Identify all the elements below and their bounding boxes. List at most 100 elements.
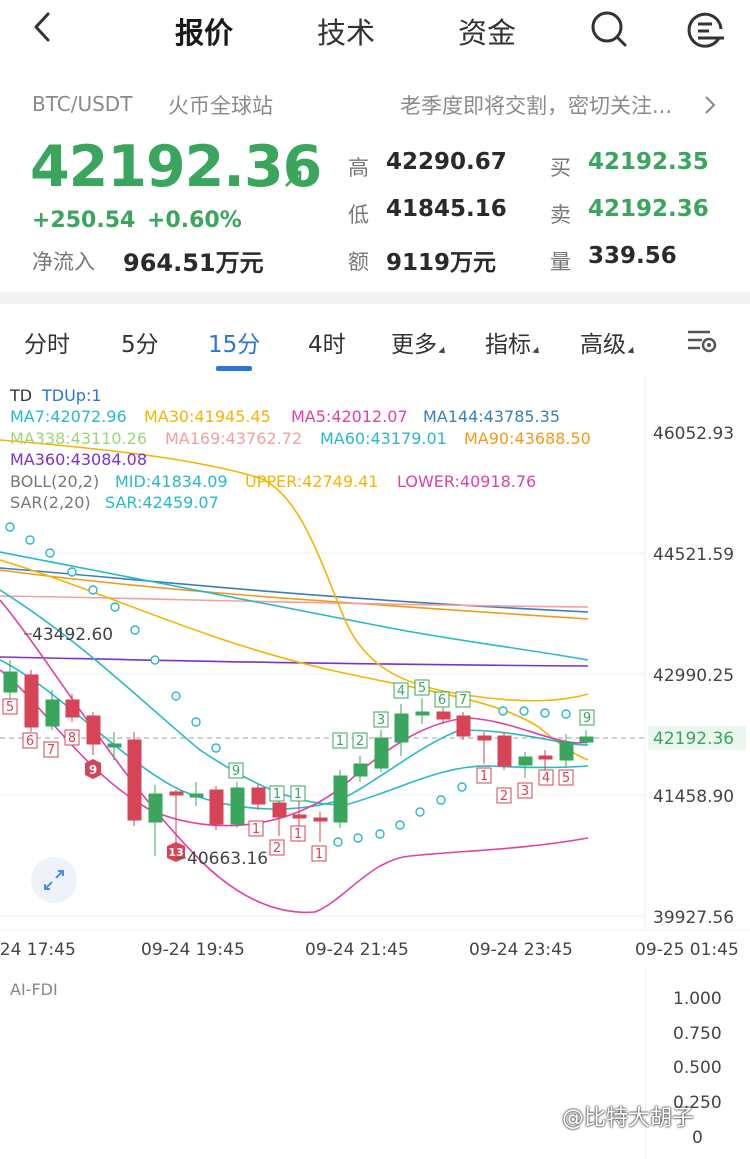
tab-quote[interactable]: 报价 — [175, 16, 234, 50]
candle — [65, 694, 80, 722]
td-up-label: TDUp:1 — [42, 386, 102, 405]
svg-text:1: 1 — [480, 769, 488, 784]
td9-marker — [85, 759, 101, 779]
svg-text:5: 5 — [562, 771, 570, 786]
time-tick: 09-24 21:45 — [305, 940, 409, 960]
expand-icon — [44, 870, 64, 890]
candle — [394, 704, 409, 756]
ma30-label: MA30:41945.45 — [144, 407, 271, 426]
boll-mid-label: MID:41834.09 — [115, 472, 228, 491]
svg-text:1: 1 — [294, 827, 302, 842]
back-button[interactable] — [28, 10, 62, 44]
tab-4h[interactable]: 4时 — [308, 332, 346, 358]
caret-icon — [532, 346, 542, 357]
buy-label: 买 — [550, 156, 571, 180]
svg-text:6: 6 — [438, 693, 446, 708]
svg-text:7: 7 — [47, 743, 55, 758]
sar-label: SAR(2,20) — [10, 493, 91, 512]
price-tick: 41458.90 — [653, 787, 735, 807]
svg-text:4: 4 — [542, 771, 550, 786]
ma360-label: MA360:43084.08 — [10, 450, 148, 469]
time-tick: 09-24 19:45 — [141, 940, 245, 960]
change-pct: +0.60% — [147, 208, 242, 233]
tab-timeshare[interactable]: 分时 — [24, 332, 70, 358]
svg-text:2: 2 — [273, 841, 281, 856]
candle — [189, 782, 204, 806]
svg-text:9: 9 — [89, 763, 97, 777]
search-button[interactable] — [588, 8, 630, 50]
ma169-line — [0, 595, 589, 608]
candle — [436, 708, 451, 724]
svg-text:3: 3 — [377, 713, 385, 728]
ma90-label: MA90:43688.50 — [464, 429, 591, 448]
boll-upper-line — [0, 439, 589, 702]
high-marker: 43492.60 — [32, 625, 114, 645]
candle — [127, 732, 142, 826]
expand-button[interactable] — [31, 857, 77, 903]
grid — [0, 375, 750, 931]
candle — [251, 784, 266, 810]
time-tick: 09-24 23:45 — [469, 940, 573, 960]
svg-text:9: 9 — [232, 764, 240, 779]
candle — [148, 785, 163, 856]
price-tick: 44521.59 — [653, 545, 735, 565]
tab-funds[interactable]: 资金 — [458, 16, 517, 50]
candle — [3, 660, 18, 700]
ma7-label: MA7:42072.96 — [10, 407, 127, 426]
amount-label: 额 — [348, 250, 369, 274]
candle — [86, 712, 101, 755]
candle — [456, 712, 471, 740]
notice-link[interactable]: 老季度即将交割，密切关注... — [400, 94, 673, 118]
tab-advanced-label: 高级 — [580, 332, 626, 358]
candle — [518, 752, 533, 778]
sub-axis-tick: 0.750 — [673, 1024, 722, 1044]
pair-name: BTC/USDT — [32, 92, 133, 116]
chevron-right-icon[interactable] — [703, 94, 717, 120]
ma338-label: MA338:43110.26 — [10, 429, 148, 448]
candle — [230, 782, 245, 828]
ma169-label: MA169:43762.72 — [165, 429, 303, 448]
candles — [3, 660, 594, 856]
candle — [559, 734, 574, 768]
tab-more[interactable]: 更多 — [391, 325, 448, 359]
time-tick: 09-25 01:45 — [635, 940, 739, 960]
arrow-up-right-icon — [282, 168, 304, 194]
sub-axis-tick: 1.000 — [673, 989, 722, 1009]
top-nav: 报价 技术 资金 — [0, 0, 750, 60]
ma60-line — [0, 551, 589, 661]
tab-15min[interactable]: 15分 — [208, 332, 261, 358]
boll-upper-label: UPPER:42749.41 — [245, 472, 379, 491]
candle — [209, 786, 224, 830]
chart-settings-button[interactable] — [686, 327, 718, 359]
divider — [0, 292, 750, 304]
ma5-label: MA5:42012.07 — [291, 407, 408, 426]
tab-5min[interactable]: 5分 — [121, 332, 159, 358]
svg-text:5: 5 — [418, 681, 426, 696]
price-tick: 46052.93 — [653, 424, 735, 444]
candle — [333, 770, 348, 828]
low-label: 低 — [348, 203, 369, 227]
svg-text:1: 1 — [273, 787, 281, 802]
svg-text:6: 6 — [26, 734, 34, 749]
change-abs: +250.54 — [32, 208, 136, 233]
candle — [415, 698, 430, 724]
svg-text:4: 4 — [397, 684, 405, 699]
svg-text:1: 1 — [336, 734, 344, 749]
td-label: TD — [10, 386, 33, 405]
price-tick: 42990.25 — [653, 666, 735, 686]
tab-technical[interactable]: 技术 — [317, 16, 376, 50]
tab-indicators[interactable]: 指标 — [485, 325, 542, 359]
high-label: 高 — [348, 156, 369, 180]
tab-advanced[interactable]: 高级 — [580, 325, 637, 359]
candle — [45, 690, 60, 730]
ma60-label: MA60:43179.01 — [320, 429, 447, 448]
svg-text:13: 13 — [168, 846, 183, 859]
caret-icon — [627, 346, 637, 357]
svg-text:5: 5 — [6, 700, 14, 715]
chevron-left-icon — [34, 12, 50, 42]
search-icon — [591, 11, 627, 47]
menu-button[interactable] — [684, 8, 726, 50]
svg-text:2: 2 — [500, 789, 508, 804]
